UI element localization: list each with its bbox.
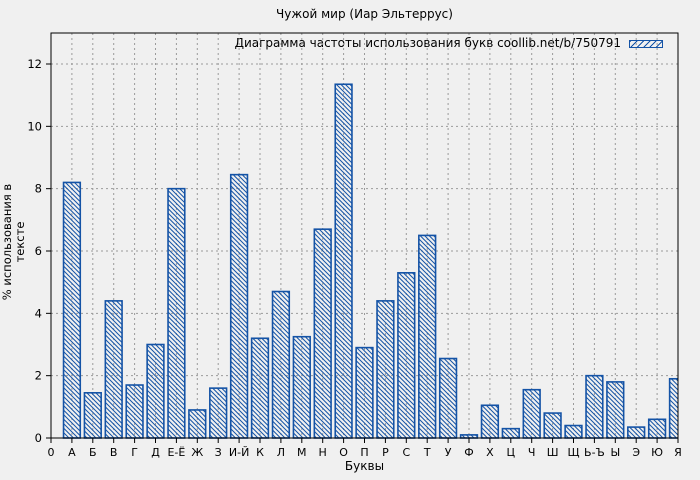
x-axis-title: Буквы (344, 459, 385, 473)
x-tick-label: Г (131, 446, 138, 459)
bar-Я (668, 377, 678, 439)
x-tick-label: С (402, 446, 410, 459)
bar-Г (125, 384, 144, 439)
x-tick-label: Д (151, 446, 160, 459)
bar-Ц (501, 427, 520, 439)
bar-Н (313, 228, 332, 439)
bar-Ь-Ъ (585, 374, 604, 439)
x-tick-label: В (110, 446, 118, 459)
bar-О (334, 83, 353, 439)
x-tick-label: Ц (507, 446, 516, 459)
x-tick-label: 0 (48, 446, 55, 459)
y-tick-label: 8 (35, 182, 42, 196)
bar-П (355, 346, 374, 439)
bar-Д (146, 343, 165, 439)
bar-Х (480, 404, 500, 439)
bar-Э (627, 426, 646, 439)
x-tick-label: З (215, 446, 222, 459)
x-tick-label: Ч (528, 446, 536, 459)
bar-В (104, 300, 123, 439)
bar-З (209, 387, 228, 439)
x-tick-label: Ю (651, 446, 663, 459)
x-tick-label: А (68, 446, 76, 459)
bar-Т (418, 234, 437, 439)
y-tick-label: 0 (35, 431, 42, 445)
x-tick-label: Ж (191, 446, 203, 459)
x-tick-label: Ш (547, 446, 559, 459)
legend-hatch-swatch-icon (629, 39, 663, 48)
y-tick-label: 12 (27, 57, 42, 71)
y-tick-label: 2 (35, 369, 42, 383)
bar-Е-Ё (167, 187, 186, 439)
chart-title: Чужой мир (Иар Эльтеррус) (276, 7, 453, 21)
legend: Диаграмма частоты использования букв coo… (51, 37, 663, 50)
x-tick-label: Ф (464, 446, 473, 459)
bar-Ш (543, 412, 562, 439)
x-tick-label: И-Й (229, 446, 249, 459)
bar-Ы (606, 381, 625, 439)
bar-Ю (647, 418, 667, 439)
bar-Ч (522, 388, 541, 439)
x-tick-label: Х (486, 446, 494, 459)
x-tick-label: Я (674, 446, 682, 459)
bar-Б (83, 392, 102, 439)
bar-А (62, 181, 82, 439)
y-tick-label: 10 (27, 119, 42, 133)
legend-label: Диаграмма частоты использования букв coo… (234, 36, 621, 50)
x-tick-label: Э (632, 446, 640, 459)
x-tick-label: Е-Ё (167, 446, 185, 459)
x-tick-label: П (360, 446, 368, 459)
x-tick-label: Б (89, 446, 97, 459)
bars-layer (62, 83, 678, 439)
bar-И-Й (229, 173, 249, 439)
y-tick-label: 4 (35, 306, 42, 320)
x-tick-label: К (256, 446, 264, 459)
y-tick-label: 6 (35, 244, 42, 258)
bar-М (292, 335, 311, 439)
bar-С (397, 272, 416, 439)
x-tick-label: У (445, 446, 452, 459)
bar-Л (271, 290, 291, 439)
x-tick-label: Н (319, 446, 327, 459)
bar-К (250, 337, 270, 439)
bar-Ж (188, 409, 207, 439)
x-tick-label: Т (423, 446, 431, 459)
x-tick-label: О (339, 446, 348, 459)
bar-Р (376, 300, 395, 439)
x-tick-label: Щ (567, 446, 579, 459)
x-tick-label: Ы (610, 446, 620, 459)
bar-Щ (564, 424, 583, 439)
x-tick-label: Р (382, 446, 389, 459)
x-tick-label: М (297, 446, 307, 459)
bar-У (438, 357, 458, 439)
x-tick-label: Ь-Ъ (584, 446, 605, 459)
x-tick-label: Л (277, 446, 285, 459)
